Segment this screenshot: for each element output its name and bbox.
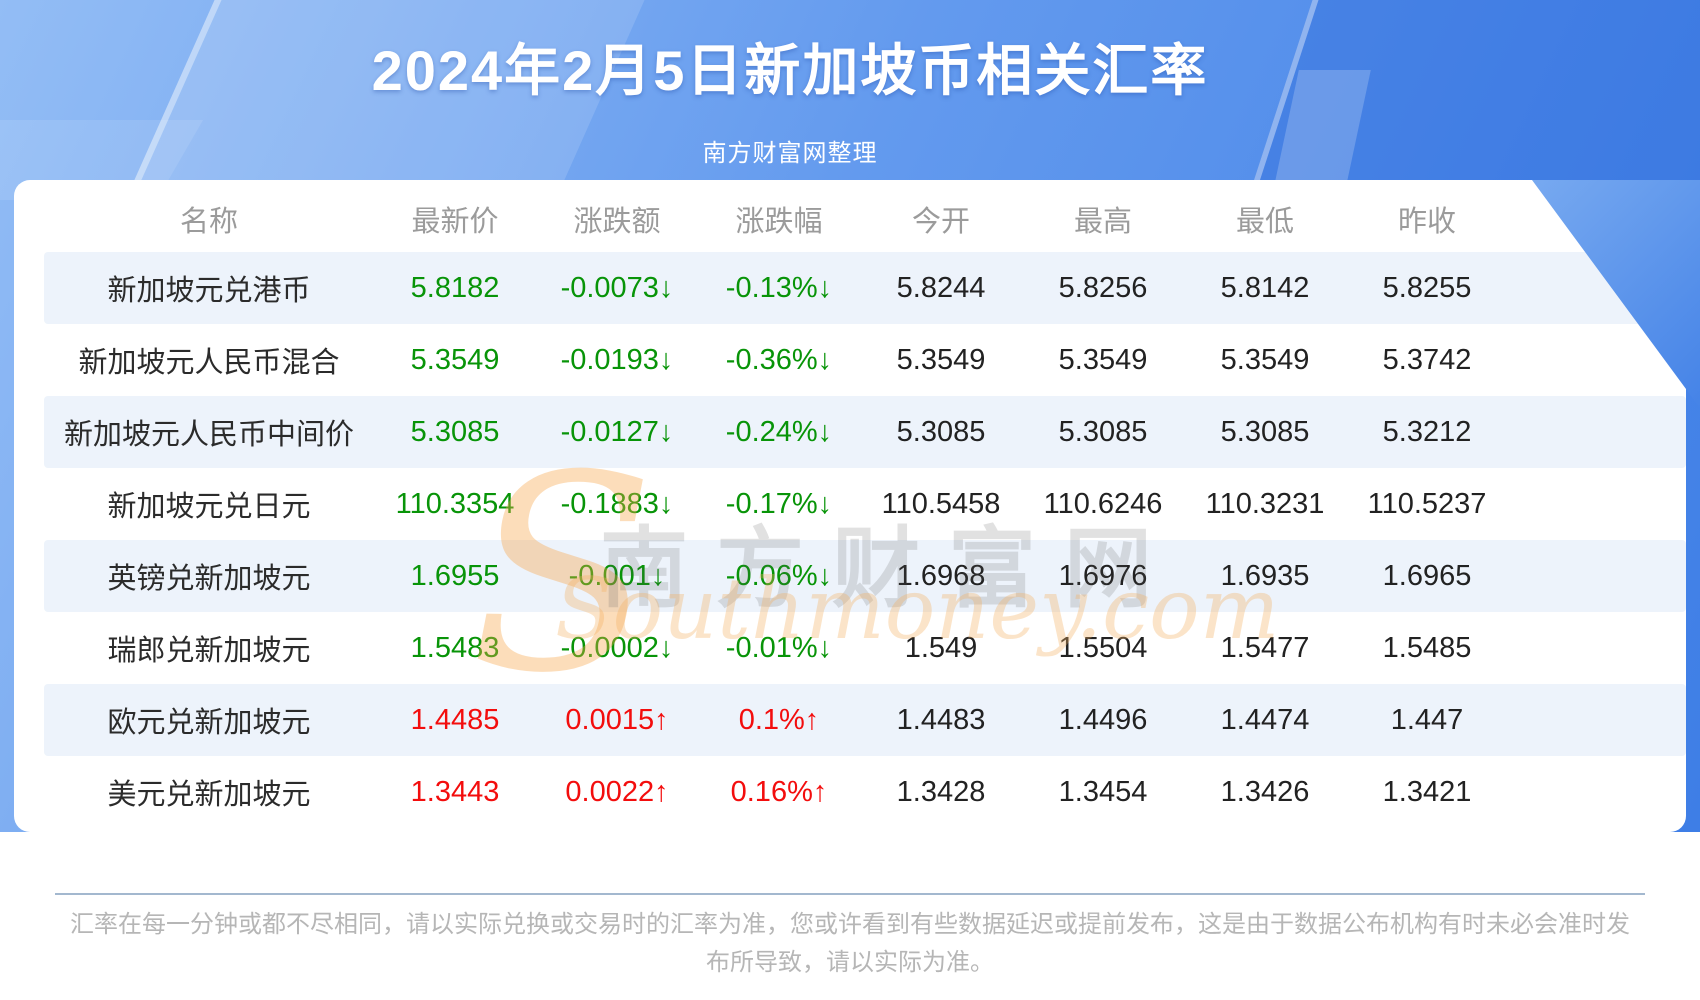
high-cell: 5.3085 [1058, 415, 1148, 448]
column-header-low: 最低 [1235, 206, 1294, 238]
change-pct-cell: -0.01%↓ [725, 631, 833, 664]
table-row: 新加坡元人民币混合 5.3549 -0.0193↓ -0.36%↓ 5.3549… [44, 324, 1686, 396]
footer-divider [55, 893, 1645, 895]
pair-name-cell: 新加坡元人民币混合 [78, 347, 340, 379]
table-body: 新加坡元兑港币 5.8182 -0.0073↓ -0.13%↓ 5.8244 5… [44, 252, 1686, 828]
latest-price-cell: 1.3443 [410, 775, 500, 808]
column-header-high: 最高 [1073, 206, 1132, 238]
change-pct-cell: -0.17%↓ [725, 487, 833, 520]
low-cell: 1.4474 [1220, 703, 1310, 736]
change-cell: -0.0073↓ [560, 271, 674, 304]
latest-price-cell: 1.6955 [410, 559, 500, 592]
column-header-change: 涨跌额 [573, 206, 661, 238]
low-cell: 110.3231 [1205, 487, 1325, 520]
column-header-name: 名称 [179, 206, 238, 238]
low-cell: 1.3426 [1220, 775, 1310, 808]
header-banner: 2024年2月5日新加坡币相关汇率 南方财富网整理 [0, 0, 1580, 168]
low-cell: 5.8142 [1220, 271, 1310, 304]
open-cell: 1.4483 [896, 703, 986, 736]
pair-name-cell: 新加坡元兑港币 [107, 275, 311, 307]
prev-close-cell: 5.8255 [1382, 271, 1472, 304]
change-cell: 0.0015↑ [565, 703, 669, 736]
prev-close-cell: 1.447 [1390, 703, 1464, 736]
change-pct-cell: 0.1%↑ [738, 703, 820, 736]
rates-table-card: 名称 最新价 涨跌额 涨跌幅 今开 最高 最低 昨收 新加坡元兑港币 5.818… [14, 180, 1686, 832]
change-cell: -0.0127↓ [560, 415, 674, 448]
prev-close-cell: 1.6965 [1382, 559, 1472, 592]
latest-price-cell: 110.3354 [395, 487, 515, 520]
low-cell: 1.5477 [1220, 631, 1310, 664]
prev-close-cell: 110.5237 [1367, 487, 1487, 520]
high-cell: 1.3454 [1058, 775, 1148, 808]
open-cell: 5.3549 [896, 343, 986, 376]
pair-name-cell: 新加坡元人民币中间价 [63, 419, 354, 451]
table-row: 新加坡元人民币中间价 5.3085 -0.0127↓ -0.24%↓ 5.308… [44, 396, 1686, 468]
high-cell: 1.6976 [1058, 559, 1148, 592]
pair-name-cell: 新加坡元兑日元 [107, 491, 311, 523]
change-cell: -0.001↓ [568, 559, 666, 592]
table-row: 美元兑新加坡元 1.3443 0.0022↑ 0.16%↑ 1.3428 1.3… [44, 756, 1686, 828]
table-row: 英镑兑新加坡元 1.6955 -0.001↓ -0.06%↓ 1.6968 1.… [44, 540, 1686, 612]
latest-price-cell: 5.3085 [410, 415, 500, 448]
low-cell: 1.6935 [1220, 559, 1310, 592]
open-cell: 1.3428 [896, 775, 986, 808]
table-header-row: 名称 最新价 涨跌额 涨跌幅 今开 最高 最低 昨收 [44, 186, 1686, 252]
prev-close-cell: 5.3212 [1382, 415, 1472, 448]
open-cell: 5.3085 [896, 415, 986, 448]
pair-name-cell: 英镑兑新加坡元 [107, 563, 311, 595]
open-cell: 1.549 [904, 631, 978, 664]
high-cell: 1.4496 [1058, 703, 1148, 736]
table-row: 新加坡元兑日元 110.3354 -0.1883↓ -0.17%↓ 110.54… [44, 468, 1686, 540]
latest-price-cell: 1.5483 [410, 631, 500, 664]
prev-close-cell: 5.3742 [1382, 343, 1472, 376]
prev-close-cell: 1.3421 [1382, 775, 1472, 808]
column-header-prev-close: 昨收 [1397, 206, 1456, 238]
disclaimer-text: 汇率在每一分钟或都不尽相同，请以实际兑换或交易时的汇率为准，您或许看到有些数据延… [70, 911, 1630, 976]
pair-name-cell: 瑞郎兑新加坡元 [107, 635, 311, 667]
change-pct-cell: -0.24%↓ [725, 415, 833, 448]
change-cell: 0.0022↑ [565, 775, 669, 808]
change-cell: -0.1883↓ [560, 487, 674, 520]
change-pct-cell: -0.36%↓ [725, 343, 833, 376]
high-cell: 110.6246 [1043, 487, 1163, 520]
open-cell: 110.5458 [881, 487, 1001, 520]
table-row: 欧元兑新加坡元 1.4485 0.0015↑ 0.1%↑ 1.4483 1.44… [44, 684, 1686, 756]
open-cell: 1.6968 [896, 559, 986, 592]
prev-close-cell: 1.5485 [1382, 631, 1472, 664]
latest-price-cell: 5.8182 [410, 271, 500, 304]
pair-name-cell: 欧元兑新加坡元 [107, 707, 311, 739]
high-cell: 5.8256 [1058, 271, 1148, 304]
column-header-open: 今开 [911, 206, 970, 238]
change-pct-cell: -0.06%↓ [725, 559, 833, 592]
page-title: 2024年2月5日新加坡币相关汇率 [371, 39, 1209, 102]
column-header-latest: 最新价 [411, 206, 499, 238]
page-subtitle: 南方财富网整理 [702, 140, 878, 167]
latest-price-cell: 5.3549 [410, 343, 500, 376]
low-cell: 5.3085 [1220, 415, 1310, 448]
table-row: 瑞郎兑新加坡元 1.5483 -0.0002↓ -0.01%↓ 1.549 1.… [44, 612, 1686, 684]
change-pct-cell: -0.13%↓ [725, 271, 833, 304]
low-cell: 5.3549 [1220, 343, 1310, 376]
high-cell: 5.3549 [1058, 343, 1148, 376]
column-header-change-pct: 涨跌幅 [735, 206, 823, 238]
change-pct-cell: 0.16%↑ [730, 775, 828, 808]
latest-price-cell: 1.4485 [410, 703, 500, 736]
table-row: 新加坡元兑港币 5.8182 -0.0073↓ -0.13%↓ 5.8244 5… [44, 252, 1686, 324]
high-cell: 1.5504 [1058, 631, 1148, 664]
change-cell: -0.0002↓ [560, 631, 674, 664]
pair-name-cell: 美元兑新加坡元 [107, 779, 311, 811]
change-cell: -0.0193↓ [560, 343, 674, 376]
open-cell: 5.8244 [896, 271, 986, 304]
